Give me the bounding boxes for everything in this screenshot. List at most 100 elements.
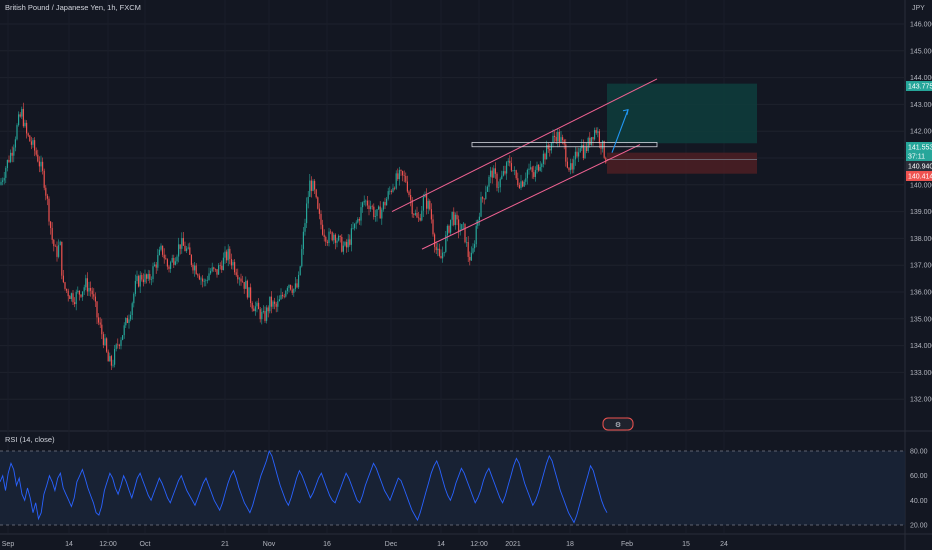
candle-body: [542, 153, 544, 165]
candle-body: [176, 256, 178, 262]
candle-body: [250, 287, 252, 303]
channel-upper-line[interactable]: [391, 78, 658, 213]
candle-body: [6, 159, 8, 168]
gear-badge[interactable]: ⚙: [602, 417, 634, 431]
projection-arrow[interactable]: [611, 109, 629, 153]
candle-body: [382, 202, 384, 210]
candle-body: [186, 248, 188, 252]
candle-body: [275, 303, 277, 307]
candle-body: [395, 173, 397, 189]
x-tick-label: 12:00: [470, 541, 488, 548]
candle-body: [160, 245, 162, 250]
candle-body: [262, 311, 264, 313]
candle-body: [198, 275, 200, 280]
candle-body: [334, 234, 336, 243]
candle-body: [277, 301, 279, 307]
price-tags: 143.775 141.553 37:11 140.940 140.414: [906, 81, 932, 181]
candle-body: [120, 339, 122, 346]
x-tick-label: Dec: [385, 541, 398, 548]
candle-body: [192, 264, 194, 271]
candle-body: [507, 160, 509, 163]
candle-body: [190, 254, 192, 265]
candle-body: [246, 280, 248, 298]
candle-body: [424, 194, 426, 198]
stop-loss-zone: [607, 152, 757, 174]
candle-body: [101, 324, 103, 335]
x-tick-label: 16: [323, 541, 331, 548]
rsi-band-fill: [0, 451, 905, 525]
candle-body: [78, 290, 80, 295]
candle-body: [587, 137, 589, 151]
candle-body: [406, 181, 408, 192]
candle-body: [64, 282, 66, 289]
candle-body: [328, 231, 330, 243]
candle-body: [440, 255, 442, 259]
candle-body: [584, 146, 586, 159]
candle-body: [82, 291, 84, 297]
candle-body: [94, 296, 96, 302]
candle-body: [374, 216, 376, 217]
candle-body: [333, 234, 335, 241]
candle-body: [221, 265, 223, 271]
candle-body: [285, 290, 287, 297]
resistance-zone[interactable]: [471, 142, 658, 148]
candle-body: [230, 258, 232, 266]
candle-body: [232, 262, 234, 266]
candle-body: [66, 288, 68, 291]
candle-body: [602, 141, 604, 149]
candle-body: [366, 200, 368, 206]
candle-body: [499, 178, 501, 188]
candle-body: [504, 171, 506, 174]
symbol-title[interactable]: British Pound / Japanese Yen, 1h, FXCM: [5, 3, 141, 12]
y-tick-label: 144.000: [910, 75, 932, 82]
candle-body: [115, 344, 117, 350]
candle-body: [117, 344, 119, 346]
candle-body: [523, 181, 525, 187]
price-tag-label: 37:11: [908, 154, 925, 161]
candle-body: [453, 211, 455, 225]
candle-body: [3, 177, 5, 181]
candle-body: [253, 308, 255, 312]
channel-lower-line[interactable]: [421, 144, 641, 250]
candle-body: [288, 284, 290, 288]
candle-body: [54, 246, 56, 247]
candle-body: [122, 335, 124, 340]
candle-body: [418, 217, 420, 219]
candle-body: [435, 246, 437, 251]
candle-body: [339, 235, 341, 237]
y-tick-label: 132.000: [910, 397, 932, 404]
candle-body: [338, 235, 340, 241]
price-tag: [906, 142, 932, 152]
price-tag-label: 141.553: [908, 145, 932, 152]
candle-body: [400, 170, 402, 172]
candle-body: [189, 247, 191, 255]
candle-body: [203, 280, 205, 282]
candle-body: [136, 276, 138, 281]
candle-body: [387, 191, 389, 199]
candle-body: [8, 159, 10, 162]
candle-body: [309, 180, 311, 197]
candle-body: [157, 255, 159, 268]
candle-body: [605, 157, 607, 163]
candle-body: [202, 278, 204, 282]
candle-body: [302, 231, 304, 249]
candle-body: [75, 291, 77, 305]
candle-body: [184, 245, 186, 252]
candle-body: [256, 302, 258, 307]
candle-body: [331, 232, 333, 241]
candle-body: [152, 266, 154, 280]
candle-body: [80, 294, 82, 297]
candle-body: [61, 241, 63, 276]
y-tick-label: 138.000: [910, 236, 932, 243]
candle-body: [355, 222, 357, 224]
y-tick-label: 146.000: [910, 22, 932, 29]
drawing-tools[interactable]: [391, 78, 658, 250]
candle-body: [147, 274, 149, 279]
candle-body: [77, 290, 79, 292]
rsi-title[interactable]: RSI (14, close): [5, 435, 55, 444]
candle-body: [21, 108, 23, 117]
candle-body: [533, 172, 535, 177]
candle-body: [496, 173, 498, 188]
candle-body: [69, 296, 71, 299]
